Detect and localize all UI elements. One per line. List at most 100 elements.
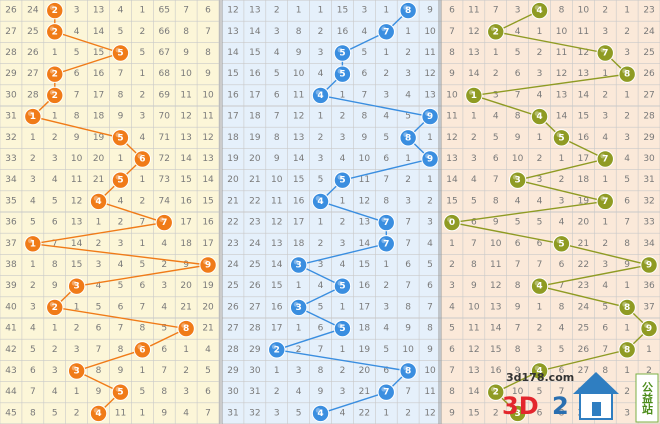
left-cell: 7 — [205, 408, 211, 418]
right-cell: 11 — [578, 27, 589, 37]
left-ball-shine — [137, 153, 143, 159]
left-cell: 9 — [118, 112, 124, 122]
right-cell: 34 — [643, 239, 655, 249]
right-cell: 1 — [559, 154, 565, 164]
mid-cell: 22 — [359, 408, 370, 418]
left-cell: 9 — [161, 408, 167, 418]
right-ball-label: 8 — [624, 303, 630, 313]
mid-cell: 18 — [359, 324, 371, 334]
left-cell: 41 — [5, 324, 16, 334]
right-ball-shine — [556, 238, 562, 244]
mid-cell: 6 — [274, 90, 280, 100]
mid-cell: 12 — [227, 6, 238, 16]
right-ball-shine — [600, 47, 606, 53]
right-cell: 3 — [471, 154, 477, 164]
right-cell: 2 — [471, 133, 477, 143]
right-cell: 12 — [578, 48, 589, 58]
right-cell: 12 — [446, 133, 457, 143]
mid-cell: 6 — [383, 154, 389, 164]
watermark-url: 3d178.com — [506, 371, 574, 384]
left-cell: 26 — [27, 48, 39, 58]
left-cell: 6 — [118, 302, 124, 312]
mid-cell: 3 — [274, 408, 280, 418]
mid-cell: 5 — [405, 112, 411, 122]
mid-ball-shine — [293, 302, 299, 307]
right-ball-label: 4 — [536, 367, 542, 377]
left-ball-label: 2 — [52, 303, 58, 313]
mid-ball — [333, 65, 352, 83]
mid-ball-label: 8 — [405, 133, 411, 143]
left-cell: 6 — [139, 281, 145, 291]
left-cell: 70 — [159, 112, 171, 122]
right-cell: 14 — [446, 175, 458, 185]
left-cell: 17 — [180, 218, 191, 228]
mid-cell: 7 — [361, 90, 367, 100]
right-cell: 10 — [490, 239, 502, 249]
left-cell: 3 — [52, 366, 58, 376]
mid-ball — [289, 298, 308, 317]
left-cell: 15 — [71, 260, 82, 270]
left-cell: 1 — [74, 387, 80, 397]
left-ball-label: 2 — [52, 6, 58, 16]
mid-cell: 4 — [296, 387, 302, 397]
mid-cell: 6 — [318, 324, 324, 334]
left-cell: 39 — [5, 281, 17, 291]
mid-cell: 10 — [424, 27, 436, 37]
right-cell: 3 — [449, 281, 455, 291]
left-cell: 30 — [5, 90, 17, 100]
left-cell: 2 — [52, 345, 58, 355]
right-cell: 8 — [493, 196, 499, 206]
right-ball — [508, 171, 527, 189]
right-ball-shine — [534, 111, 540, 116]
right-cell: 4 — [537, 90, 543, 100]
left-ball-shine — [203, 259, 208, 265]
right-cell: 4 — [449, 302, 455, 312]
mid-cell: 8 — [318, 366, 324, 376]
right-ball-label: 3 — [515, 176, 521, 186]
right-ball-shine — [490, 26, 496, 32]
left-cell: 66 — [159, 27, 171, 37]
left-cell: 1 — [30, 260, 36, 270]
right-cell: 15 — [578, 112, 589, 122]
right-ball-shine — [534, 5, 540, 10]
right-cell: 14 — [468, 69, 480, 79]
left-cell: 11 — [71, 175, 82, 185]
mid-cell: 1 — [383, 48, 389, 58]
mid-cell: 12 — [424, 408, 435, 418]
left-cell: 1 — [52, 112, 58, 122]
mid-cell: 2 — [383, 281, 389, 291]
right-ball — [530, 362, 549, 380]
left-ball-shine — [115, 132, 121, 138]
right-ball-label: 5 — [558, 239, 564, 249]
mid-cell: 1 — [405, 27, 411, 37]
left-cell: 13 — [71, 218, 82, 228]
left-ball-label: 9 — [205, 261, 211, 271]
mid-cell: 2 — [340, 366, 346, 376]
left-cell: 5 — [30, 218, 36, 228]
right-cell: 22 — [578, 260, 589, 270]
mid-ball-label: 3 — [296, 303, 302, 313]
left-cell: 3 — [74, 6, 80, 16]
right-cell: 30 — [643, 154, 655, 164]
mid-cell: 1 — [318, 6, 324, 16]
right-cell: 1 — [624, 6, 630, 16]
left-cell: 8 — [118, 90, 124, 100]
right-cell: 8 — [515, 112, 521, 122]
mid-cell: 8 — [405, 302, 411, 312]
left-cell: 4 — [161, 302, 167, 312]
right-cell: 8 — [559, 302, 565, 312]
right-cell: 1 — [449, 239, 455, 249]
mid-ball-shine — [315, 408, 321, 413]
left-cell: 3 — [74, 345, 80, 355]
right-ball — [596, 44, 614, 62]
left-cell: 7 — [30, 387, 36, 397]
mid-cell: 2 — [318, 133, 324, 143]
mid-cell: 14 — [293, 154, 305, 164]
left-cell: 8 — [96, 366, 102, 376]
mid-cell: 8 — [296, 27, 302, 37]
right-cell: 8 — [515, 345, 521, 355]
left-cell: 2 — [30, 154, 36, 164]
right-cell: 21 — [578, 239, 589, 249]
right-cell: 13 — [468, 366, 479, 376]
